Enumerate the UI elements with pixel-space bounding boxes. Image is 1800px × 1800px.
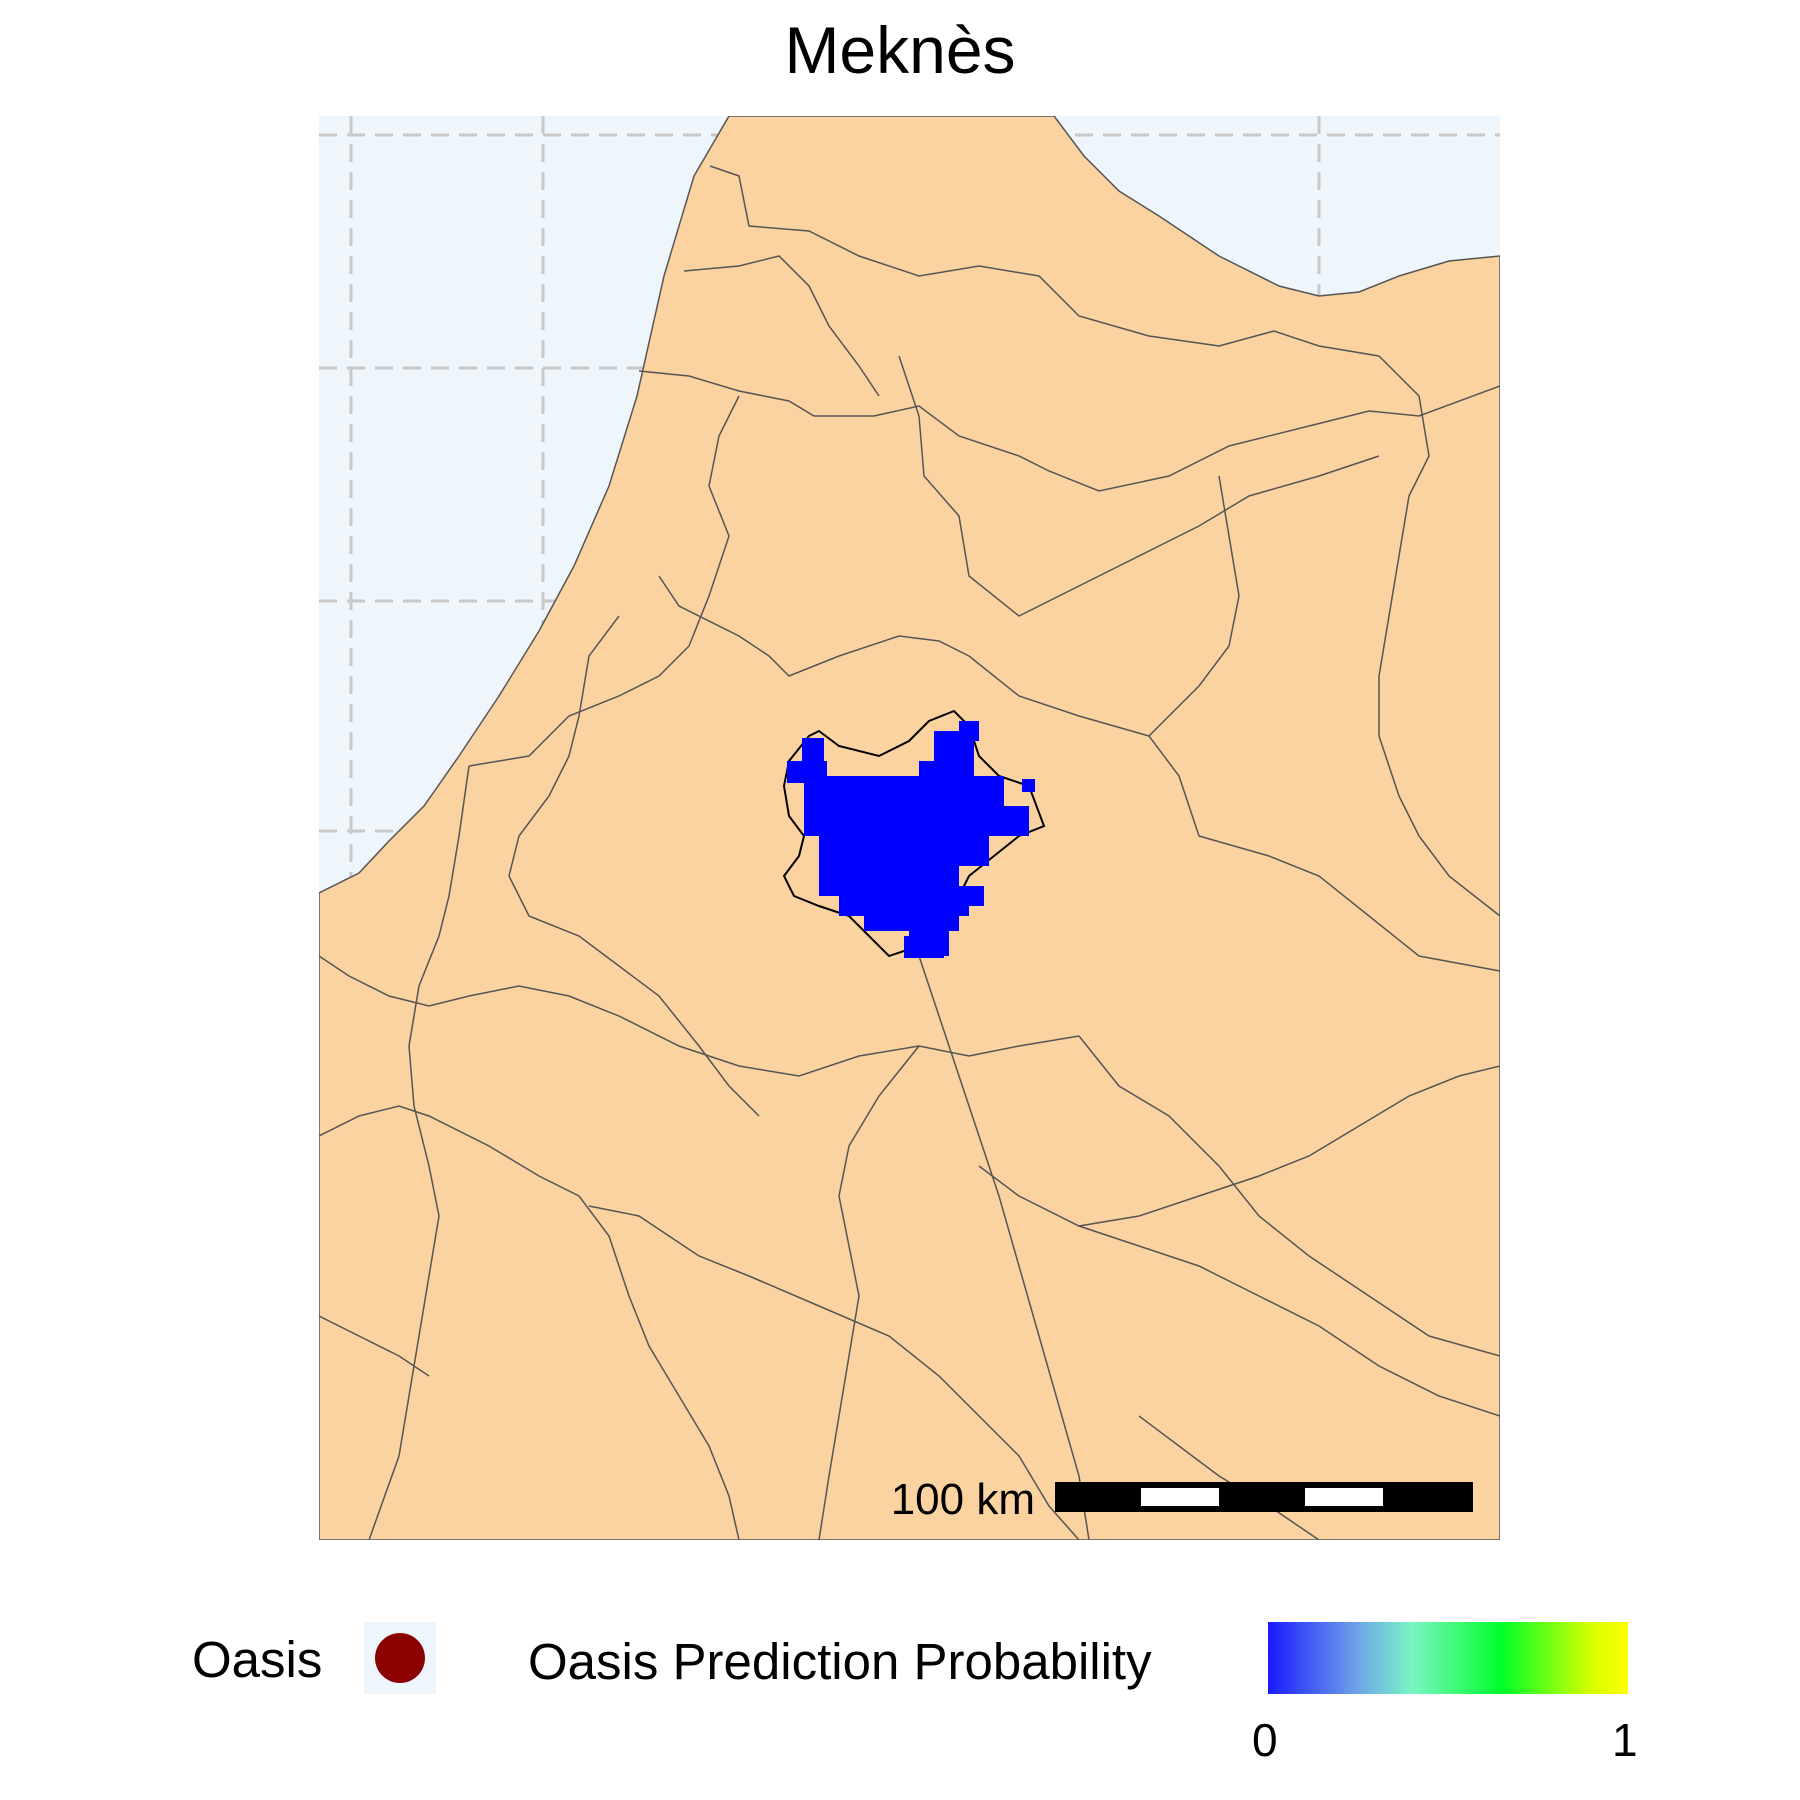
- scale-bar-frame: [1055, 1482, 1473, 1512]
- colorbar-min-label: 0: [1252, 1714, 1278, 1766]
- probability-legend-title: Oasis Prediction Probability: [528, 1633, 1152, 1690]
- oasis-legend-label: Oasis: [192, 1631, 323, 1688]
- scale-bar: 100 km: [891, 1475, 1473, 1524]
- oasis-legend-key: [364, 1622, 436, 1694]
- prediction-raster: [787, 721, 1035, 958]
- map-panel: 100 km: [319, 116, 1500, 1540]
- colorbar-max-label: 1: [1612, 1714, 1638, 1766]
- scale-bar-label: 100 km: [891, 1475, 1035, 1524]
- probability-colorbar: [1268, 1622, 1628, 1694]
- map-title: Meknès: [784, 13, 1016, 87]
- district-boundaries: [319, 165, 1500, 1540]
- oasis-marker-icon: [375, 1633, 425, 1683]
